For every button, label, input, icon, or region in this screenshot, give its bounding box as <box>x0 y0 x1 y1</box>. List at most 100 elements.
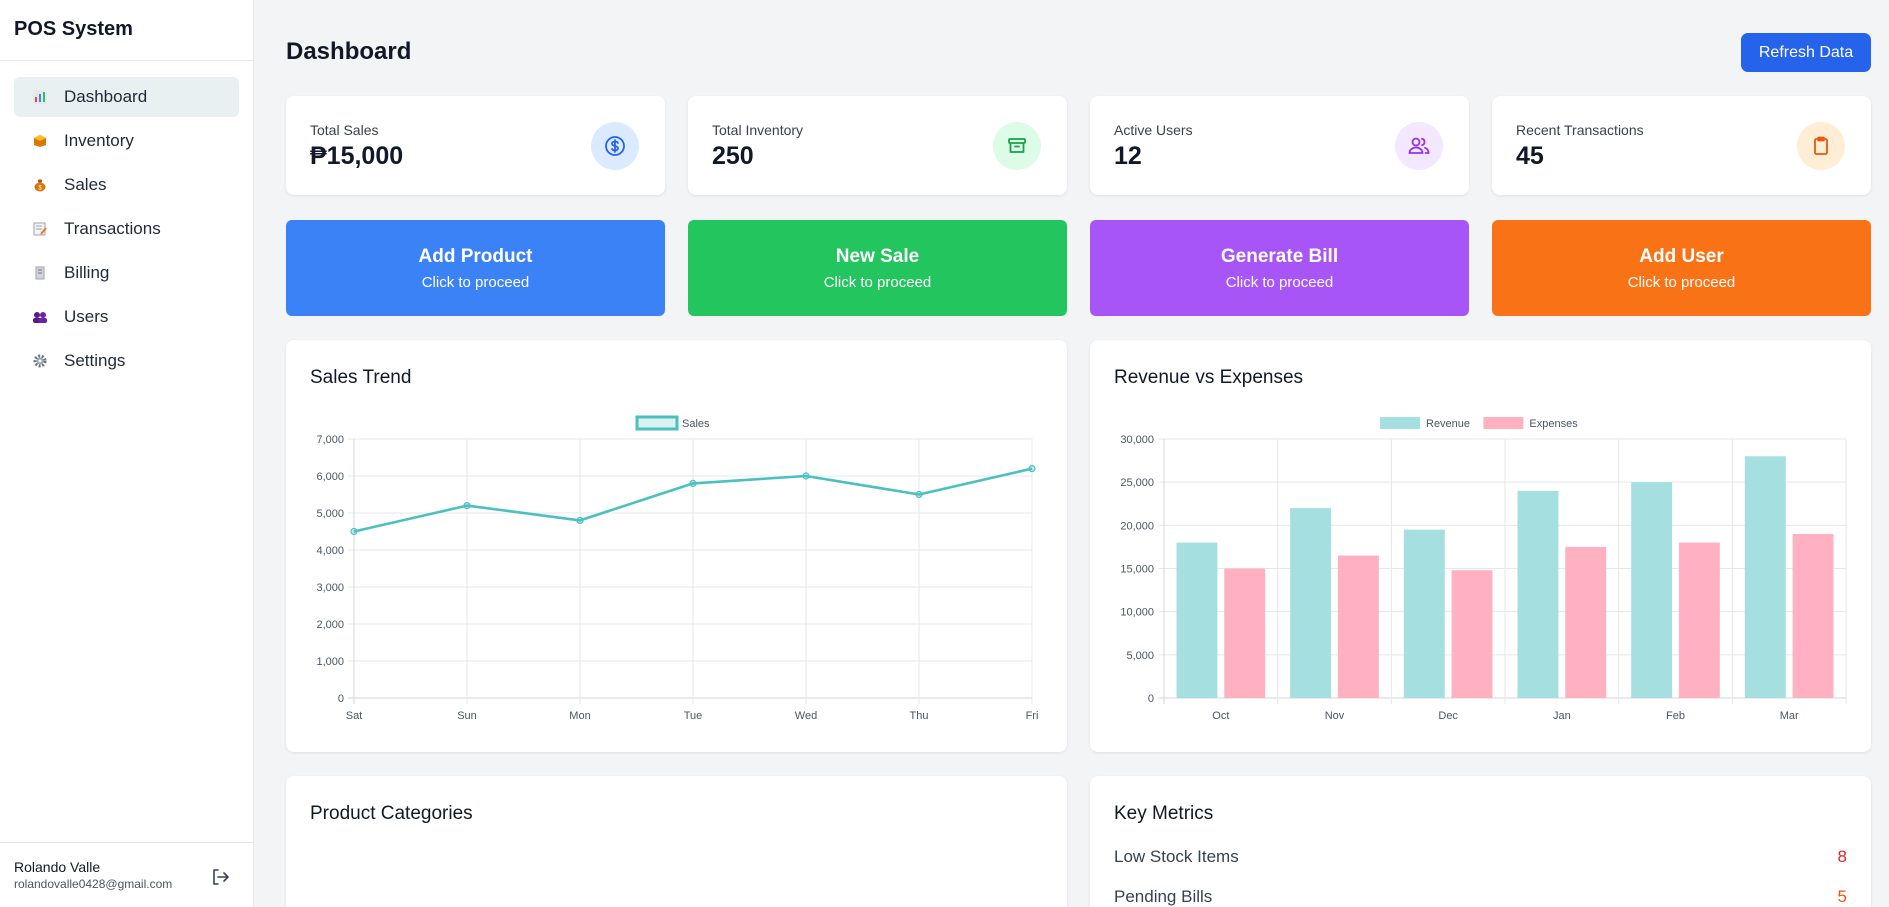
y-tick-label: 2,000 <box>316 619 344 631</box>
bar-expenses <box>1678 542 1720 698</box>
bar-revenue <box>1631 482 1673 698</box>
y-tick-label: 5,000 <box>316 508 344 520</box>
x-tick-label: Dec <box>1438 710 1458 722</box>
sidebar-item-settings[interactable]: Settings <box>14 341 239 381</box>
sales-trend-panel: Sales Trend 0 1,000 2,000 3,000 4,000 5,000 6,… <box>286 340 1067 752</box>
sidebar-item-inventory[interactable]: Inventory <box>14 121 239 161</box>
y-tick-label: 7,000 <box>316 434 344 446</box>
data-point <box>463 502 471 510</box>
box-icon <box>32 133 48 149</box>
revenue-expenses-panel: Revenue vs Expenses 0 5,000 10,000 15,000 20… <box>1090 340 1871 752</box>
new-sale-button[interactable]: New Sale Click to proceed <box>688 220 1067 316</box>
y-tick-label: 3,000 <box>316 582 344 594</box>
users-icon <box>32 309 48 325</box>
bar-revenue <box>1290 508 1332 698</box>
stat-value: 250 <box>712 142 754 170</box>
action-title: Add User <box>1639 246 1724 267</box>
bar-expenses <box>1224 568 1266 698</box>
x-tick-label: Sat <box>346 710 363 722</box>
bar-expenses <box>1565 546 1607 698</box>
y-tick-label: 10,000 <box>1120 607 1154 619</box>
bar-expenses <box>1792 533 1834 698</box>
sidebar-item-transactions[interactable]: Transactions <box>14 209 239 249</box>
legend-swatch <box>1380 417 1420 429</box>
add-user-button[interactable]: Add User Click to proceed <box>1492 220 1871 316</box>
key-metrics-panel: Key Metrics Low Stock Items 8 Pending Bi… <box>1090 776 1871 907</box>
x-tick-label: Nov <box>1325 710 1345 722</box>
sidebar-item-dashboard[interactable]: Dashboard <box>14 77 239 117</box>
metric-value: 5 <box>1837 887 1847 906</box>
users-icon <box>1395 122 1443 170</box>
stat-value: 45 <box>1516 142 1544 170</box>
logout-icon[interactable] <box>210 867 230 887</box>
bar-expenses <box>1451 570 1493 698</box>
y-tick-label: 4,000 <box>316 545 344 557</box>
clipboard-icon <box>1797 122 1845 170</box>
panel-title: Sales Trend <box>310 367 412 388</box>
sidebar-item-users[interactable]: Users <box>14 297 239 337</box>
stat-label: Recent Transactions <box>1516 122 1644 138</box>
sidebar-item-label: Dashboard <box>64 87 148 106</box>
y-tick-label: 1,000 <box>316 656 344 668</box>
stat-value: ₱15,000 <box>310 142 404 170</box>
y-tick-label: 0 <box>338 693 344 705</box>
data-point <box>350 527 358 536</box>
data-point <box>689 479 697 487</box>
sidebar-item-label: Sales <box>64 175 107 194</box>
main-content: Dashboard Refresh Data Total Sales ₱15,0… <box>254 0 1889 907</box>
generate-bill-button[interactable]: Generate Bill Click to proceed <box>1090 220 1469 316</box>
stat-card-recent-transactions: Recent Transactions 45 <box>1492 96 1871 195</box>
sidebar-item-label: Users <box>64 307 109 326</box>
sales-trend-chart: 0 1,000 2,000 3,000 4,000 5,000 6,000 7,000 Sat S… <box>316 415 1039 722</box>
sidebar-item-sales[interactable]: $ Sales <box>14 165 239 205</box>
product-categories-panel: Product Categories <box>286 776 1067 907</box>
add-product-button[interactable]: Add Product Click to proceed <box>286 220 665 316</box>
bar-revenue <box>1176 542 1218 698</box>
y-tick-label: 6,000 <box>316 471 344 483</box>
bar-revenue <box>1744 456 1786 698</box>
metric-row-low-stock: Low Stock Items 8 <box>1114 847 1847 869</box>
x-tick-label: Thu <box>910 710 929 722</box>
brand-title: POS System <box>0 0 253 61</box>
panel-title: Revenue vs Expenses <box>1114 367 1304 388</box>
action-title: New Sale <box>835 246 920 267</box>
stat-card-total-inventory: Total Inventory 250 <box>688 96 1067 195</box>
action-title: Generate Bill <box>1220 246 1339 267</box>
x-tick-label: Fri <box>1026 710 1039 722</box>
legend-label: Expenses <box>1529 418 1578 430</box>
sidebar-item-billing[interactable]: Billing <box>14 253 239 293</box>
sidebar-item-label: Inventory <box>64 131 134 150</box>
bar-revenue <box>1517 490 1559 698</box>
action-subtitle: Click to proceed <box>823 274 932 291</box>
y-tick-label: 20,000 <box>1120 520 1154 532</box>
stat-label: Active Users <box>1114 122 1193 138</box>
archive-icon <box>993 122 1041 170</box>
x-tick-label: Mar <box>1780 710 1799 722</box>
action-title: Add Product <box>418 246 533 267</box>
refresh-data-button[interactable]: Refresh Data <box>1741 33 1871 72</box>
money-bag-icon: $ <box>32 177 48 193</box>
x-tick-label: Oct <box>1212 710 1229 722</box>
x-tick-label: Wed <box>795 710 817 722</box>
metric-row-pending-bills: Pending Bills 5 <box>1114 887 1847 907</box>
legend-swatch <box>1483 417 1524 429</box>
stat-card-total-sales: Total Sales ₱15,000 <box>286 96 665 195</box>
legend-label: Revenue <box>1426 418 1470 430</box>
y-tick-label: 0 <box>1148 693 1154 705</box>
page-title: Dashboard <box>286 38 412 65</box>
panel-title: Key Metrics <box>1114 803 1214 824</box>
sidebar: POS System Dashboard Inventory $ Sales T… <box>0 0 254 907</box>
metric-label: Low Stock Items <box>1114 847 1239 866</box>
chart-icon <box>32 89 48 105</box>
user-name: Rolando Valle <box>14 859 101 875</box>
data-point <box>802 472 810 480</box>
legend-swatch <box>635 415 679 431</box>
svg-text:$: $ <box>38 186 42 192</box>
x-tick-label: Feb <box>1666 710 1685 722</box>
panel-title: Product Categories <box>310 803 473 824</box>
revenue-expenses-chart: 0 5,000 10,000 15,000 20,000 25,000 30,000 Oct N… <box>1120 417 1847 722</box>
series-line-sales <box>353 467 1033 533</box>
x-tick-label: Sun <box>457 710 477 722</box>
receipt-icon <box>32 265 48 281</box>
stat-card-active-users: Active Users 12 <box>1090 96 1469 195</box>
